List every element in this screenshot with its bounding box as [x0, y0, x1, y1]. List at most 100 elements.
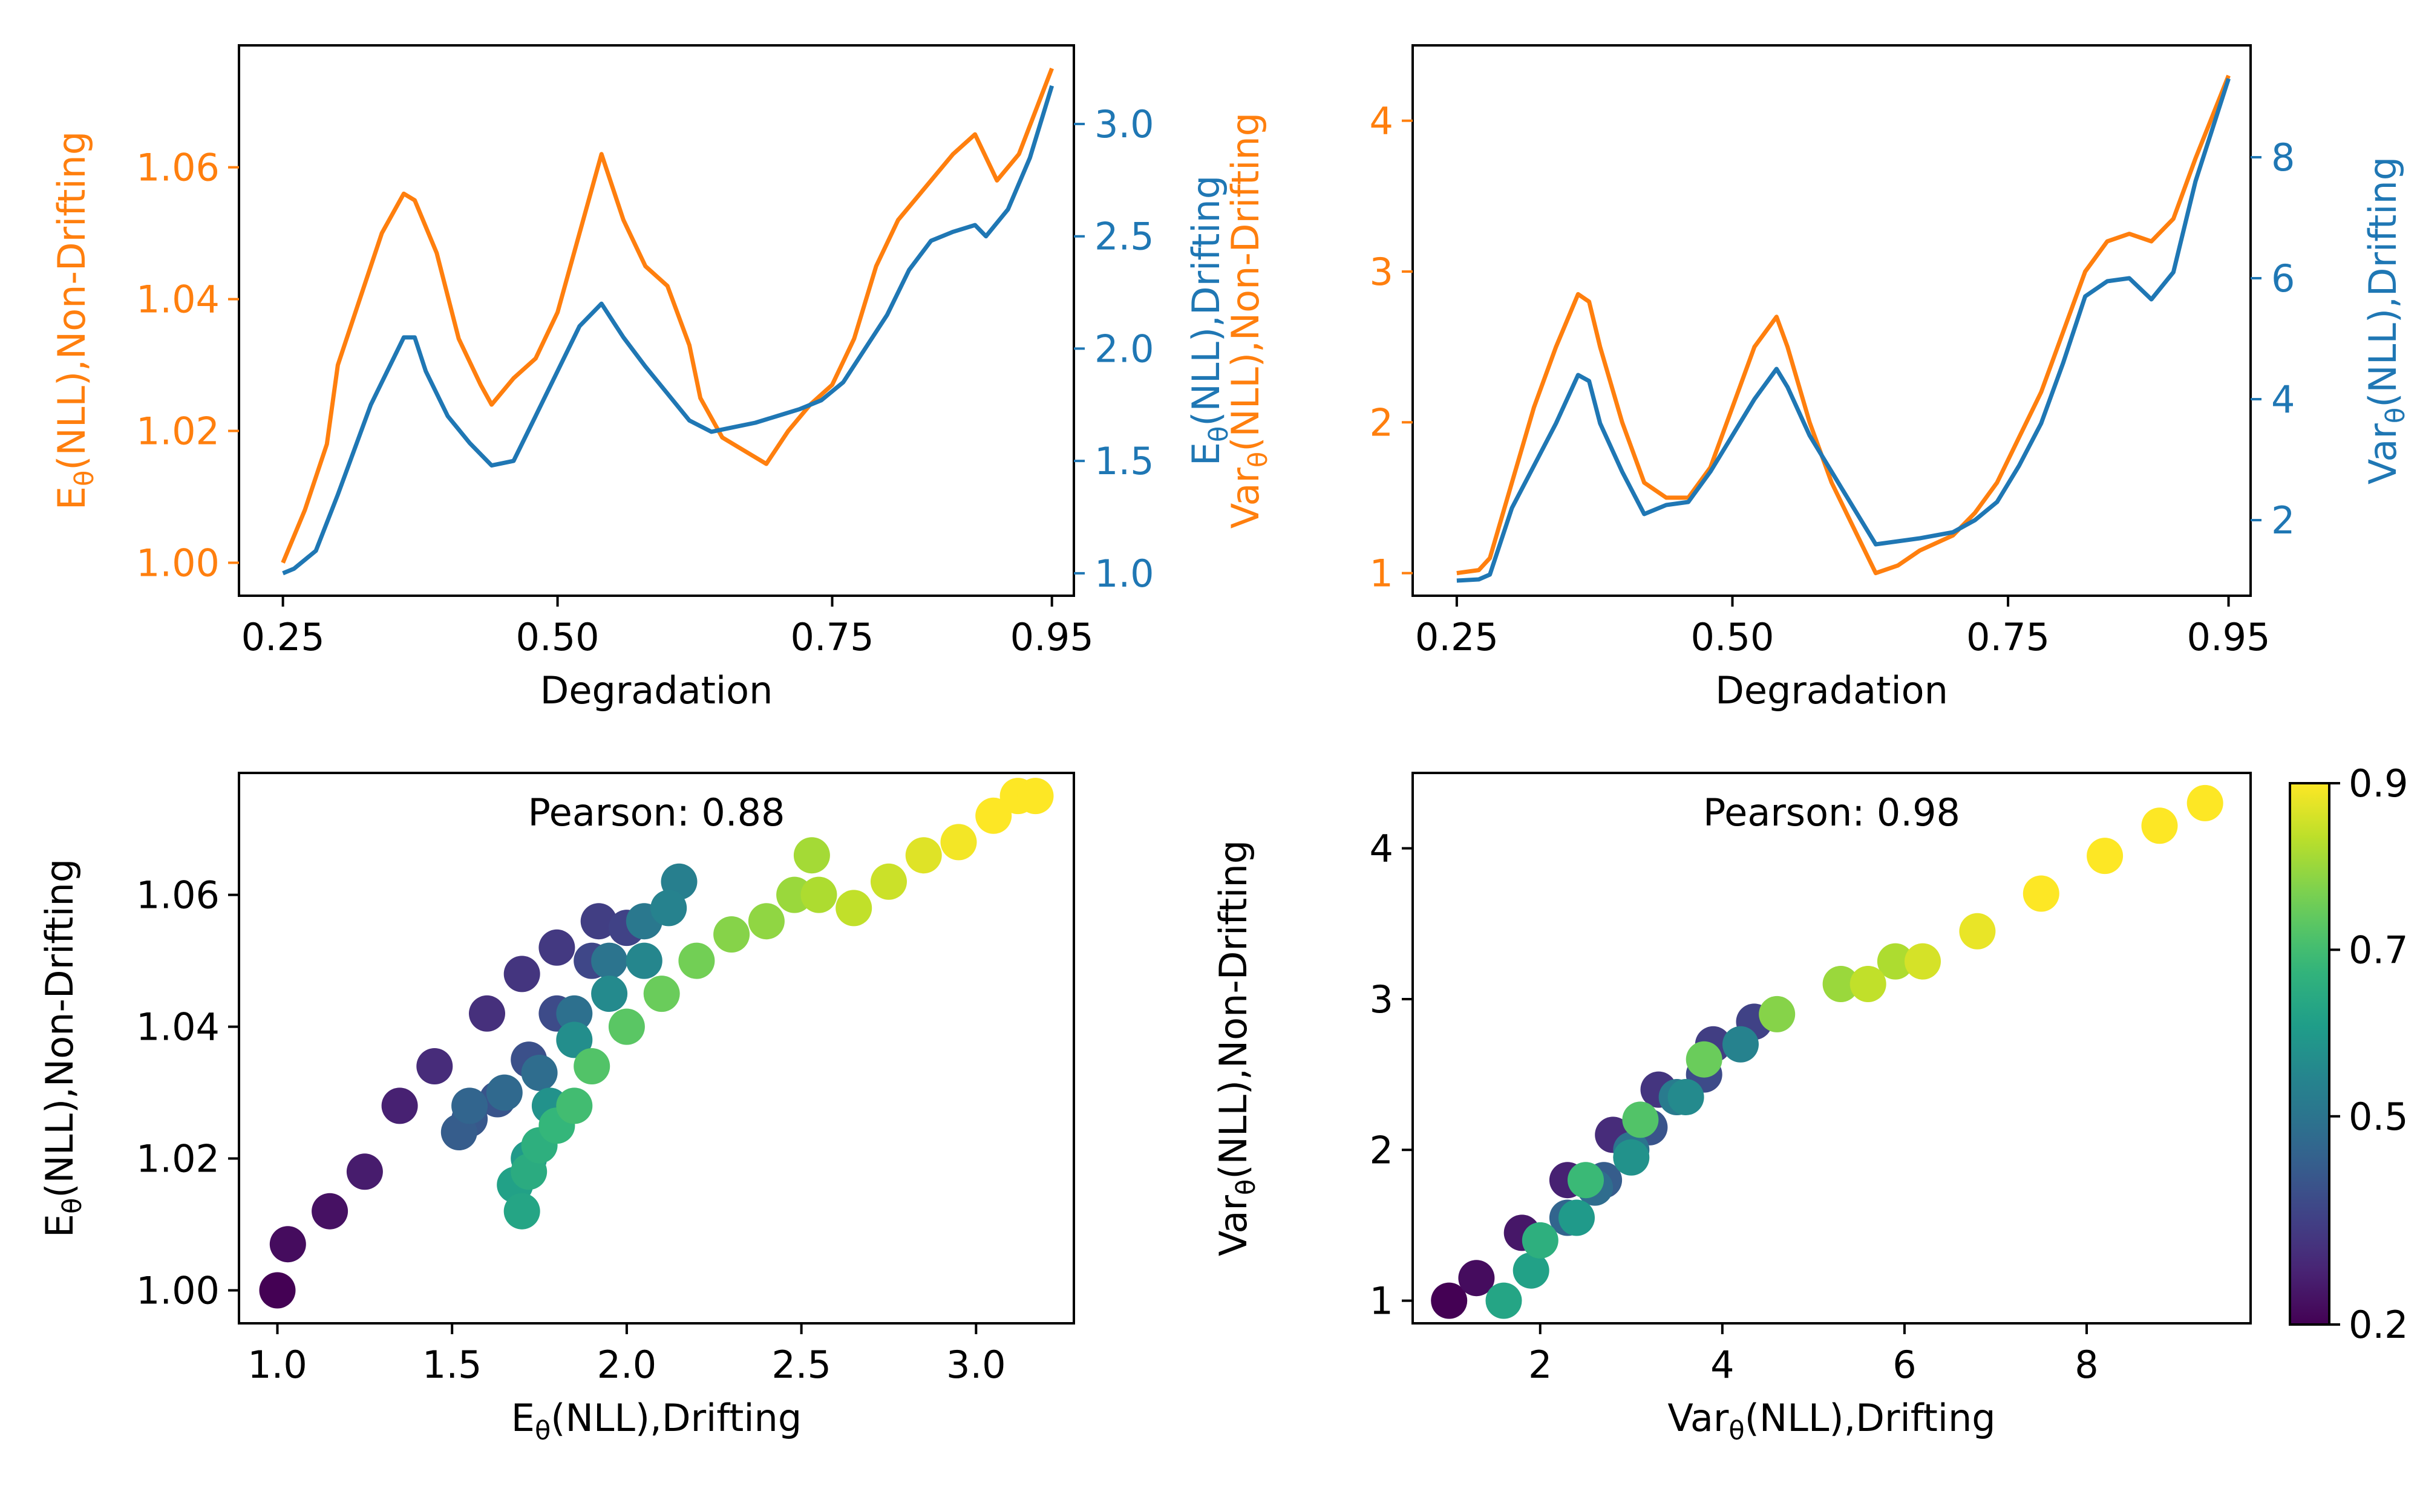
scatter-point [2141, 807, 2178, 844]
scatter-point [1431, 1282, 1468, 1319]
scatter-point [591, 942, 628, 979]
scatter-point [1458, 1260, 1495, 1297]
scatter-point [259, 1272, 296, 1309]
scatter-point [1905, 943, 1941, 980]
chart-bottom-right: 2 4 6 8 1 2 3 4 Varθ(NLL),Drifting Varθ(NLL),Non-… [1211, 772, 2252, 1446]
chart-top-right: 0.25 0.50 0.75 0.95 1 2 3 4 2 4 6 8 Degradation Varθ(… [1223, 44, 2411, 712]
x-axis-label: Eθ(NLL),Drifting [511, 1396, 802, 1446]
y2-tick-label: 3.0 [1094, 102, 1154, 146]
y-axis-label: Varθ(NLL),Non-Drifting [1223, 112, 1274, 529]
y-axis-label: Eθ(NLL),Non-Drifting [38, 859, 88, 1237]
scatter-point [940, 824, 977, 861]
y2-tick-label: 1.0 [1094, 552, 1154, 596]
scatter-point [1822, 966, 1859, 1002]
y-tick-label: 3 [1370, 977, 1393, 1022]
pearson-annotation: Pearson: 0.98 [1703, 790, 1960, 835]
scatter-point [381, 1087, 418, 1124]
scatter-point [1759, 996, 1796, 1032]
scatter-point [1877, 943, 1914, 980]
y2-axis-label: Eθ(NLL),Drifting [1184, 175, 1234, 466]
x-tick-label: 0.50 [1690, 615, 1774, 659]
y-tick-label: 1.06 [136, 873, 220, 917]
y-tick-label: 1.04 [136, 1005, 220, 1049]
scatter-point [538, 929, 575, 966]
y2-tick-label: 8 [2271, 135, 2295, 180]
colorbar-tick-label: 0.2 [2349, 1303, 2409, 1347]
y2-tick-label: 4 [2271, 377, 2295, 422]
scatter-point [1512, 1252, 1549, 1289]
scatter-point [1622, 1101, 1659, 1138]
x-tick-label: 0.50 [516, 615, 600, 659]
y2-axis-label: Varθ(NLL),Drifting [2361, 157, 2411, 484]
scatter-point [678, 942, 715, 979]
colorbar: 0.9 0.7 0.5 0.2 [2289, 761, 2409, 1347]
x-tick-label: 0.25 [241, 615, 325, 659]
x-axis-label: Degradation [1715, 668, 1948, 712]
y-tick-label: 1 [1370, 552, 1393, 596]
axes-frame [238, 44, 1075, 597]
y-tick-label: 1.02 [136, 409, 220, 454]
scatter-point [2186, 784, 2223, 821]
scatter-point [748, 903, 785, 940]
x-tick-label: 4 [1710, 1343, 1734, 1387]
scatter-point [556, 995, 593, 1032]
scatter-point [1722, 1026, 1759, 1063]
scatter-point [800, 876, 837, 913]
y-tick-label: 1.02 [136, 1137, 220, 1181]
scatter-point [793, 837, 830, 874]
scatter-point [975, 797, 1012, 834]
y-tick-label: 3 [1370, 250, 1393, 294]
series-line-non-drifting [281, 67, 1054, 564]
x-tick-label: 6 [1892, 1343, 1916, 1387]
chart-top-left: 0.25 0.50 0.75 0.95 1.00 1.02 1.04 1.06 1.0 1.5 2.… [50, 44, 1234, 712]
scatter-point [2023, 875, 2059, 912]
scatter-point [643, 976, 680, 1012]
series-line-drifting [1456, 77, 2231, 583]
y-tick-label: 1.06 [136, 146, 220, 190]
scatter-point [556, 1022, 593, 1058]
x-axis-label: Degradation [540, 668, 773, 712]
y-tick-label: 2 [1370, 400, 1393, 445]
y-tick-label: 1.00 [136, 541, 220, 585]
y2-tick-label: 6 [2271, 256, 2295, 301]
x-tick-label: 3.0 [946, 1343, 1006, 1387]
scatter-point [1558, 1199, 1595, 1236]
y-tick-label: 1 [1370, 1279, 1393, 1323]
plot-area [281, 67, 1055, 576]
scatter-point [608, 1008, 645, 1045]
axes-frame [1411, 772, 2252, 1325]
scatter-point [713, 916, 750, 953]
axes-frame [1411, 44, 2252, 597]
scatter-point [574, 1048, 610, 1084]
scatter-point [312, 1193, 348, 1230]
scatter-point [1017, 778, 1054, 815]
colorbar-tick-label: 0.5 [2349, 1095, 2409, 1139]
y-tick-label: 2 [1370, 1128, 1393, 1172]
x-axis-label: Varθ(NLL),Drifting [1667, 1396, 1995, 1446]
x-tick-label: 2.0 [597, 1343, 657, 1387]
x-tick-label: 2.5 [771, 1343, 831, 1387]
scatter-point [416, 1048, 453, 1084]
x-tick-label: 0.75 [791, 615, 874, 659]
plot-area [1431, 784, 2223, 1319]
colorbar-tick-label: 0.7 [2349, 928, 2409, 972]
scatter-point [580, 903, 617, 940]
scatter-point [2087, 838, 2124, 875]
scatter-point [905, 837, 942, 874]
scatter-point [469, 995, 505, 1032]
scatter-point [269, 1226, 306, 1263]
y-axis-label: Varθ(NLL),Non-Drifting [1211, 840, 1261, 1256]
series-line-drifting [282, 85, 1055, 576]
x-tick-label: 1.5 [422, 1343, 482, 1387]
scatter-point [1959, 913, 1996, 950]
axes-frame [238, 772, 1075, 1325]
x-tick-label: 8 [2075, 1343, 2098, 1387]
scatter-point [591, 976, 628, 1012]
y2-tick-label: 1.5 [1094, 439, 1154, 483]
x-tick-label: 0.95 [2187, 615, 2271, 659]
x-tick-label: 0.25 [1415, 615, 1499, 659]
scatter-point [650, 890, 687, 927]
scatter-point [503, 1193, 540, 1230]
